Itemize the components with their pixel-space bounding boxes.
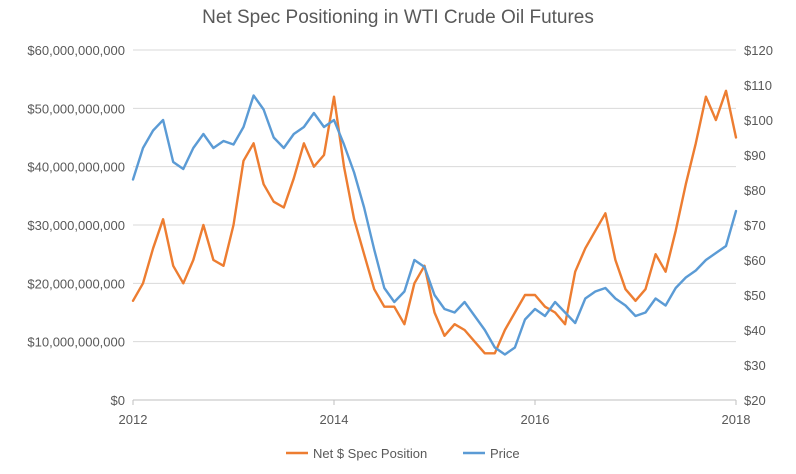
series-line-net-spec-position bbox=[131, 89, 738, 355]
y-right-tick-label: $20 bbox=[744, 393, 766, 408]
y-left-ticks: $0 $10,000,000,000 $20,000,000,000 $30,000,… bbox=[27, 43, 125, 408]
series bbox=[131, 89, 738, 356]
y-left-tick-label: $0 bbox=[111, 393, 125, 408]
y-left-tick-label: $50,000,000,000 bbox=[27, 101, 125, 116]
y-right-tick-label: $40 bbox=[744, 323, 766, 338]
y-right-tick-label: $70 bbox=[744, 218, 766, 233]
chart-title: Net Spec Positioning in WTI Crude Oil Fu… bbox=[202, 7, 594, 28]
y-right-tick-label: $30 bbox=[744, 358, 766, 373]
legend: Net $ Spec Position Price bbox=[286, 446, 520, 461]
y-right-tick-label: $80 bbox=[744, 183, 766, 198]
grid bbox=[133, 49, 736, 401]
x-tick-label: 2014 bbox=[320, 412, 349, 427]
y-left-tick-label: $10,000,000,000 bbox=[27, 335, 125, 350]
y-right-tick-label: $90 bbox=[744, 148, 766, 163]
y-right-tick-label: $110 bbox=[744, 78, 772, 93]
x-tick-label: 2018 bbox=[722, 412, 751, 427]
y-left-tick-label: $40,000,000,000 bbox=[27, 160, 125, 175]
y-right-tick-label: $120 bbox=[744, 43, 773, 58]
series-line-price bbox=[131, 94, 738, 356]
legend-label: Price bbox=[490, 446, 520, 461]
y-right-ticks: $20 $30 $40 $50 $60 $70 $80 $90 $100 $110 $120 bbox=[744, 43, 773, 408]
y-left-tick-label: $20,000,000,000 bbox=[27, 276, 125, 291]
y-right-tick-label: $50 bbox=[744, 288, 766, 303]
x-tick-label: 2012 bbox=[119, 412, 148, 427]
y-right-tick-label: $60 bbox=[744, 253, 766, 268]
legend-label: Net $ Spec Position bbox=[313, 446, 427, 461]
y-left-tick-label: $30,000,000,000 bbox=[27, 218, 125, 233]
y-right-tick-label: $100 bbox=[744, 113, 773, 128]
y-left-tick-label: $60,000,000,000 bbox=[27, 43, 125, 58]
x-ticks: 2012 2014 2016 2018 bbox=[119, 400, 751, 427]
x-tick-label: 2016 bbox=[521, 412, 550, 427]
